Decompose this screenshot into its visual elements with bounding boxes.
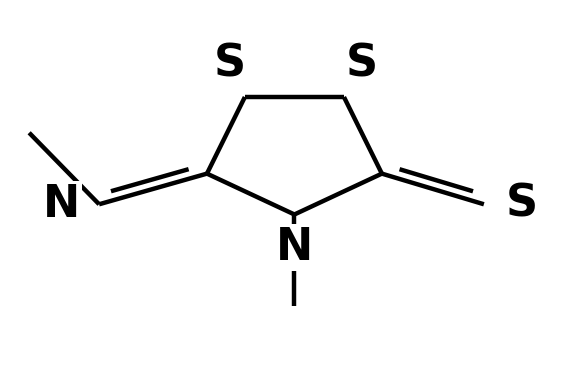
Text: S: S	[345, 43, 378, 85]
Text: N: N	[276, 226, 313, 269]
Text: S: S	[505, 183, 538, 226]
Text: S: S	[214, 43, 247, 85]
Text: N: N	[43, 183, 80, 226]
